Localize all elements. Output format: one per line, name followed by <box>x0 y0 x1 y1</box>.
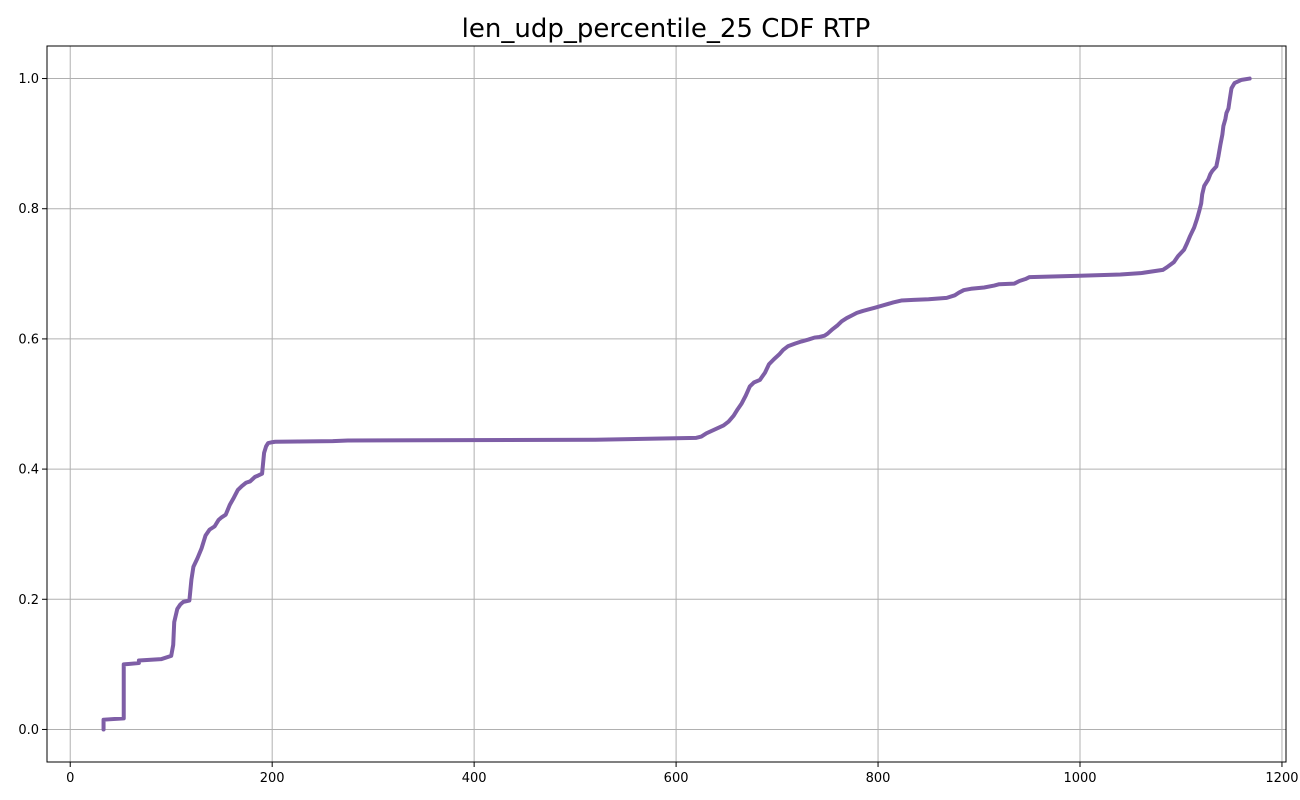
x-tick-label: 400 <box>462 771 487 786</box>
x-tick-label: 600 <box>664 771 689 786</box>
y-tick-label: 0.0 <box>18 723 39 738</box>
cdf-series-line <box>101 76 1252 732</box>
x-tick-label: 1000 <box>1063 771 1096 786</box>
axes-frame <box>46 45 1287 763</box>
x-axis-ticks: 0 200 400 600 800 1000 1200 <box>66 762 1299 786</box>
x-tick-label: 800 <box>866 771 891 786</box>
chart-title: len_udp_percentile_25 CDF RTP <box>462 14 871 44</box>
x-tick-label: 0 <box>66 771 74 786</box>
grid-lines <box>47 46 1286 762</box>
y-tick-label: 0.4 <box>18 463 39 478</box>
y-tick-label: 0.8 <box>18 202 39 217</box>
y-tick-label: 0.2 <box>18 593 39 608</box>
x-tick-label: 200 <box>260 771 285 786</box>
y-axis-ticks: 0.0 0.2 0.4 0.6 0.8 1.0 <box>18 72 47 738</box>
y-tick-label: 1.0 <box>18 72 39 87</box>
series-layer <box>101 76 1252 732</box>
y-tick-label: 0.6 <box>18 332 39 347</box>
x-tick-label: 1200 <box>1265 771 1298 786</box>
